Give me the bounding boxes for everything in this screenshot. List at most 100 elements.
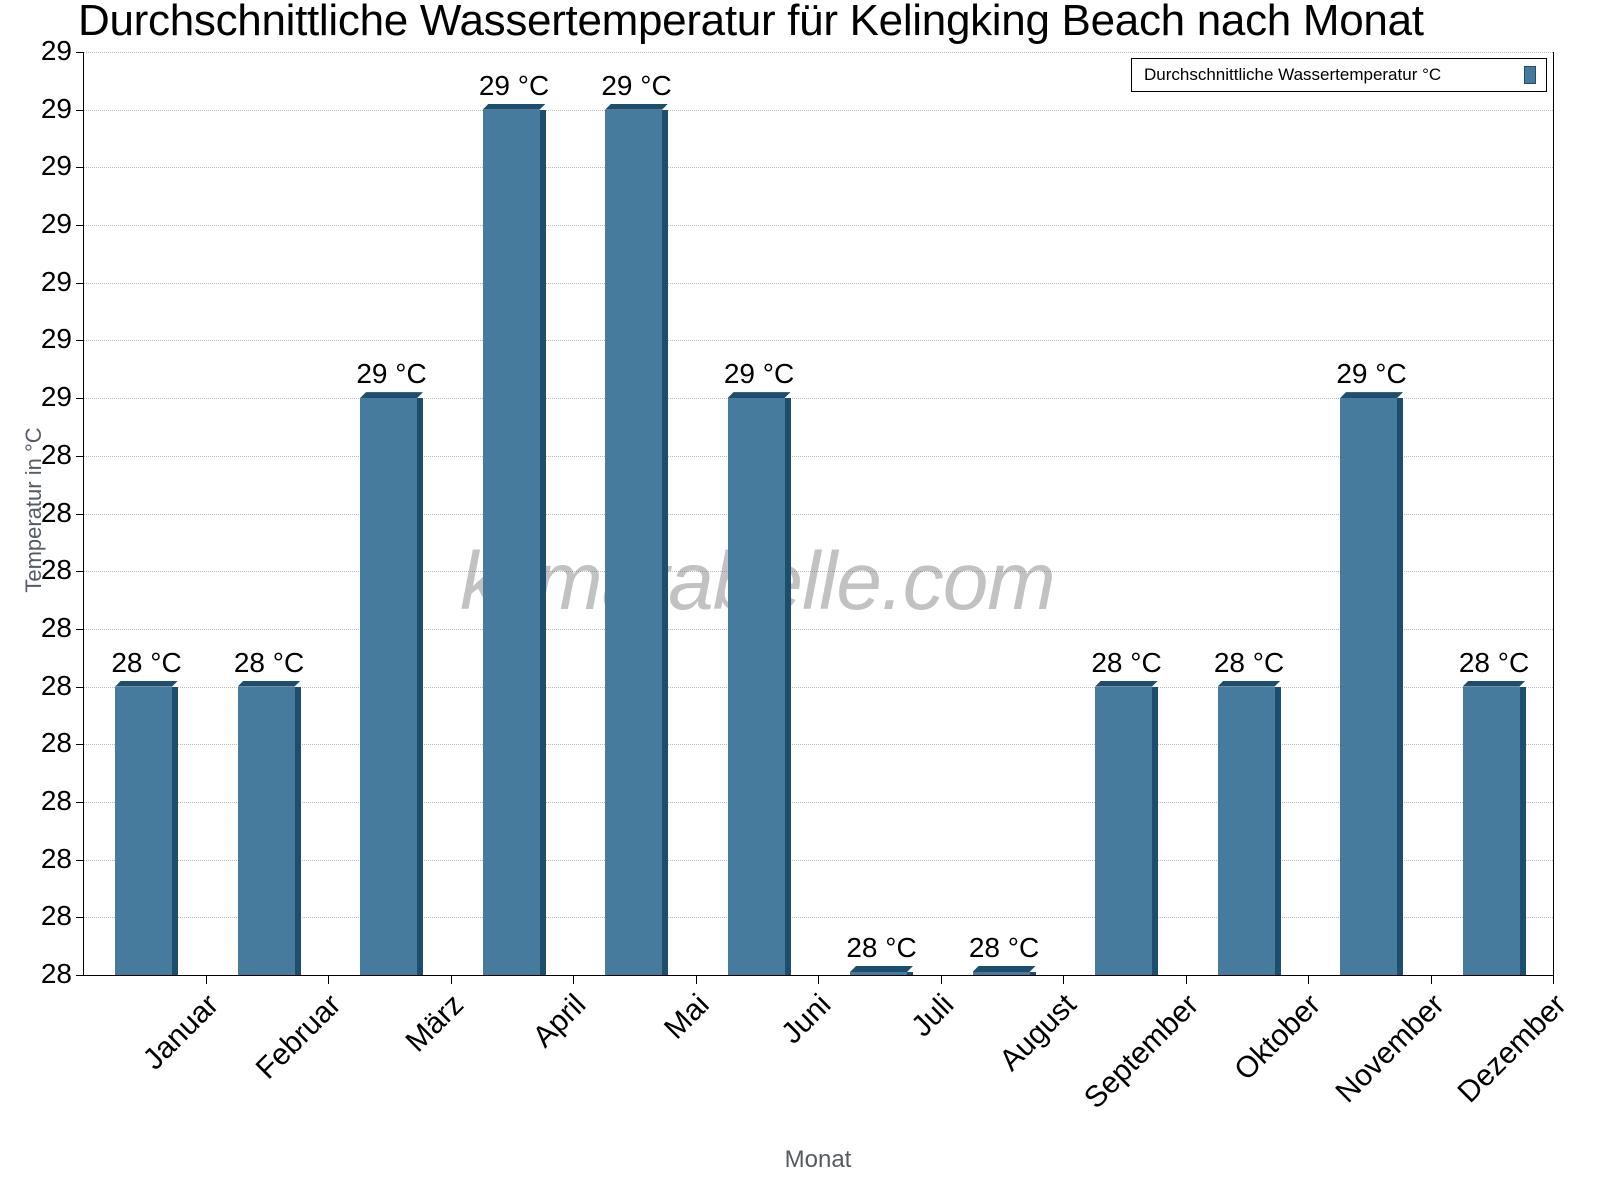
- x-tick: [940, 975, 942, 984]
- bar-top: [115, 681, 178, 687]
- gridline: [84, 571, 1553, 573]
- x-tick-label: September: [1077, 988, 1205, 1116]
- bar-september: [1095, 687, 1158, 975]
- y-tick: [76, 282, 83, 284]
- bar-side: [1152, 686, 1158, 975]
- bar-value-label: 28 °C: [846, 932, 917, 963]
- bar-top: [1463, 681, 1526, 687]
- y-axis-title: Temperatur in °C: [21, 427, 46, 593]
- x-tick: [1430, 975, 1432, 984]
- y-tick-label: 29: [40, 208, 72, 240]
- bar-side: [417, 398, 423, 975]
- x-tick-label: Juli: [904, 988, 960, 1044]
- x-tick-label: Dezember: [1451, 988, 1573, 1110]
- y-tick: [76, 225, 83, 227]
- bar-value-label: 28 °C: [968, 932, 1040, 963]
- bar-value-label: 29 °C: [601, 69, 672, 101]
- bar-top: [1340, 392, 1403, 398]
- y-tick: [76, 571, 83, 573]
- bar-side: [1519, 686, 1526, 975]
- y-tick: [76, 340, 83, 342]
- bar-side: [1397, 398, 1403, 975]
- y-tick: [76, 52, 83, 53]
- x-tick: [573, 975, 574, 984]
- y-tick-label: 28: [40, 438, 72, 470]
- bar-november: [1340, 398, 1403, 975]
- gridline: [84, 282, 1553, 284]
- legend-label: Durchschnittliche Wassertemperatur °C: [1144, 65, 1442, 84]
- bar-april: [482, 110, 546, 975]
- gridline: [84, 225, 1553, 227]
- y-tick-label: 28: [40, 554, 72, 586]
- bar-top: [360, 392, 423, 398]
- y-tick: [76, 917, 83, 919]
- bar-value-label: 29 °C: [478, 69, 550, 101]
- y-tick: [76, 398, 83, 400]
- y-tick-label: 28: [40, 611, 72, 643]
- bar-side: [172, 686, 178, 975]
- bar-oktober: [1217, 687, 1281, 975]
- x-tick-label: April: [526, 988, 593, 1054]
- bar-juli: [850, 972, 913, 975]
- x-tick-label: Januar: [136, 988, 225, 1077]
- bar-top: [1095, 681, 1158, 687]
- bar-top: [850, 966, 913, 972]
- bar-value-label: 28 °C: [1091, 646, 1162, 678]
- y-tick-label: 28: [40, 958, 72, 989]
- gridline: [84, 455, 1553, 457]
- bar-januar: [115, 687, 178, 975]
- y-tick: [76, 513, 83, 515]
- legend-swatch-icon: [1524, 66, 1536, 84]
- y-tick-label: 28: [40, 496, 72, 528]
- x-tick-label: Oktober: [1228, 988, 1328, 1087]
- bar-value-label: 28 °C: [111, 646, 182, 678]
- y-tick-label: 28: [40, 784, 72, 816]
- bar-value-label: 29 °C: [1336, 358, 1407, 390]
- x-tick: [1185, 975, 1187, 984]
- gridline: [84, 109, 1553, 111]
- y-tick-label: 28: [40, 900, 72, 932]
- x-tick-label: Juni: [775, 988, 838, 1051]
- bar-dezember: [1462, 687, 1526, 975]
- legend: Durchschnittliche Wassertemperatur °C: [1131, 58, 1547, 92]
- y-tick-label: 29: [40, 92, 72, 124]
- y-tick-label: 28: [40, 727, 72, 759]
- y-tick: [76, 744, 83, 746]
- bar-value-label: 29 °C: [723, 358, 795, 390]
- y-tick-label: 29: [40, 265, 72, 297]
- bar-value-label: 28 °C: [1213, 646, 1285, 678]
- bar-märz: [360, 398, 423, 975]
- x-tick: [1063, 975, 1064, 984]
- bar-side: [294, 686, 301, 975]
- chart-title: Durchschnittliche Wassertemperatur für K…: [78, 0, 1424, 45]
- x-tick: [818, 975, 819, 984]
- y-tick: [76, 109, 83, 111]
- gridline: [84, 801, 1553, 803]
- x-tick-label: November: [1329, 988, 1451, 1110]
- bar-side: [662, 109, 668, 975]
- bar-mai: [605, 110, 668, 975]
- gridline: [84, 686, 1553, 688]
- bar-top: [483, 104, 546, 110]
- y-tick-label: 28: [40, 669, 72, 701]
- bar-august: [972, 972, 1036, 975]
- x-tick-label: März: [399, 988, 470, 1059]
- x-axis-line: [83, 975, 1554, 976]
- x-tick: [1308, 975, 1309, 984]
- x-tick: [450, 975, 452, 984]
- bar-top: [238, 681, 301, 687]
- y-tick-label: 29: [40, 150, 72, 182]
- x-tick: [695, 975, 697, 984]
- x-tick: [205, 975, 207, 984]
- x-tick-label: August: [993, 988, 1083, 1078]
- x-axis-title: Monat: [784, 1146, 852, 1173]
- bar-value-label: 28 °C: [1458, 646, 1530, 678]
- x-tick: [328, 975, 329, 984]
- x-tick-label: Februar: [249, 988, 348, 1086]
- bar-value-label: 29 °C: [356, 358, 427, 390]
- y-tick: [76, 455, 83, 457]
- x-tick: [1553, 975, 1554, 984]
- gridline: [84, 52, 1553, 53]
- y-tick: [76, 859, 83, 861]
- gridline: [84, 398, 1553, 400]
